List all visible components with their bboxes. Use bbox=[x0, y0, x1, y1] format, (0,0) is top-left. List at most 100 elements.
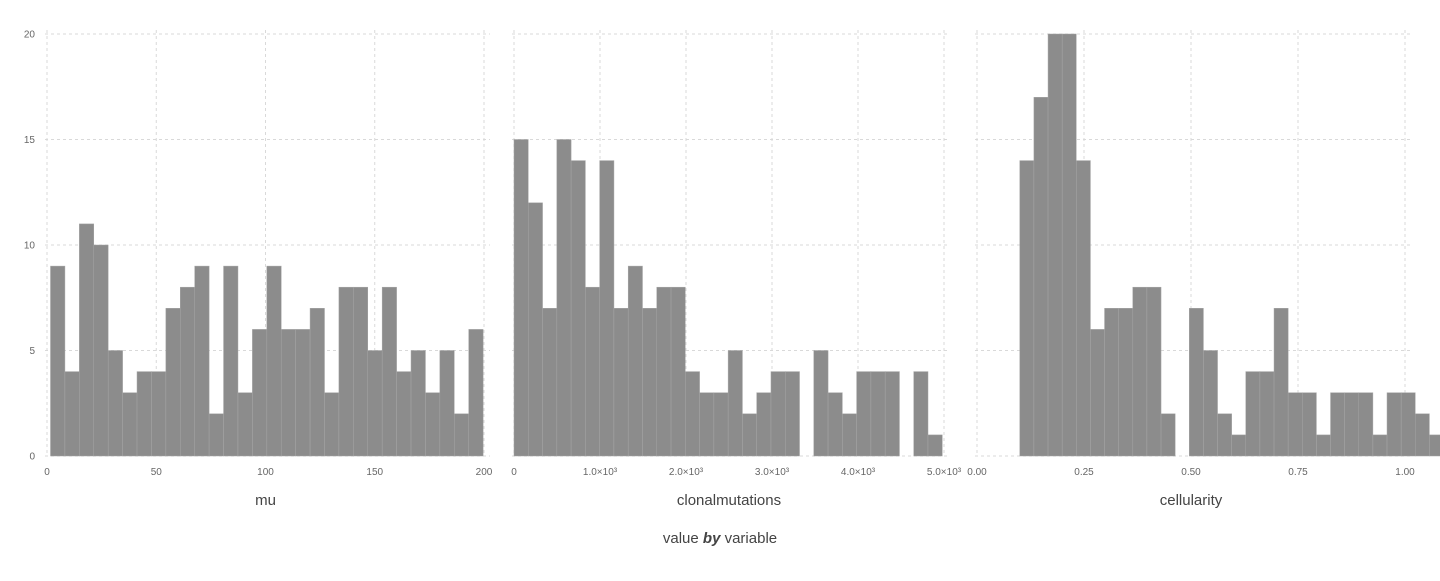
histogram-bar bbox=[280, 329, 296, 457]
histogram-bar bbox=[556, 139, 572, 457]
histogram-bar bbox=[1132, 286, 1148, 457]
histogram-bar bbox=[685, 371, 700, 457]
histogram-bar bbox=[208, 413, 224, 457]
footer-prefix: value bbox=[663, 530, 699, 547]
histogram-bar bbox=[1287, 392, 1303, 457]
x-tick-label: 1.0×10³ bbox=[583, 467, 618, 478]
histogram-bar bbox=[223, 265, 239, 457]
histogram-bar bbox=[79, 223, 95, 457]
histogram-bar bbox=[266, 265, 282, 457]
histogram-bar bbox=[1344, 392, 1360, 457]
x-tick-label: 4.0×10³ bbox=[841, 467, 876, 478]
y-tick-label: 15 bbox=[24, 135, 36, 146]
histogram-bar bbox=[107, 350, 123, 457]
histogram-bar bbox=[1019, 160, 1035, 457]
histogram-bar bbox=[1273, 308, 1289, 457]
histogram-bar bbox=[656, 286, 672, 457]
histogram-bar bbox=[913, 371, 929, 457]
facet-axis-title: mu bbox=[255, 492, 276, 509]
facet-axis-title: clonalmutations bbox=[677, 492, 781, 509]
histogram-bar bbox=[1217, 413, 1232, 457]
histogram-bar bbox=[513, 139, 529, 457]
histogram-bar bbox=[252, 329, 268, 457]
histogram-bar bbox=[528, 202, 543, 457]
histogram-bar bbox=[136, 371, 152, 457]
histogram-bar bbox=[1358, 392, 1374, 457]
histogram-bar bbox=[338, 286, 354, 457]
histogram-bar bbox=[1189, 308, 1204, 457]
histogram-bar bbox=[1146, 286, 1162, 457]
y-tick-label: 0 bbox=[29, 452, 35, 463]
x-tick-label: 100 bbox=[257, 467, 274, 478]
histogram-bar bbox=[585, 286, 600, 457]
histogram-bar bbox=[1245, 371, 1261, 457]
histogram-bar bbox=[1061, 33, 1077, 457]
histogram-bar bbox=[1259, 371, 1275, 457]
histogram-bar bbox=[842, 413, 857, 457]
histogram-bar bbox=[827, 392, 843, 457]
histogram-bar bbox=[570, 160, 586, 457]
x-tick-label: 0.75 bbox=[1288, 467, 1308, 478]
histogram-bar bbox=[856, 371, 872, 457]
x-tick-label: 150 bbox=[366, 467, 383, 478]
x-tick-label: 0 bbox=[511, 467, 517, 478]
histogram-bar bbox=[1047, 33, 1063, 457]
histogram-bar bbox=[713, 392, 729, 457]
x-tick-label: 3.0×10³ bbox=[755, 467, 790, 478]
histogram-bar bbox=[1203, 350, 1218, 457]
histogram-bar bbox=[770, 371, 786, 457]
footer-title: value by variable bbox=[663, 530, 777, 547]
histogram-bar bbox=[642, 308, 658, 457]
histogram-bar bbox=[151, 371, 167, 457]
y-tick-label: 5 bbox=[29, 346, 35, 357]
histogram-bar bbox=[468, 329, 484, 457]
histogram-bar bbox=[670, 286, 686, 457]
histogram-bar bbox=[813, 350, 829, 457]
histogram-bar bbox=[353, 286, 369, 457]
histogram-bar bbox=[1118, 308, 1134, 457]
histogram-bar bbox=[410, 350, 426, 457]
histogram-bar bbox=[454, 413, 469, 457]
histogram-bar bbox=[784, 371, 800, 457]
histogram-bar bbox=[1302, 392, 1317, 457]
histogram-bar bbox=[1033, 97, 1049, 457]
x-tick-label: 0.50 bbox=[1181, 467, 1201, 478]
histogram-bar bbox=[1372, 434, 1388, 457]
histogram-bar bbox=[699, 392, 715, 457]
histogram-bar bbox=[1090, 329, 1105, 457]
histogram-bar bbox=[627, 265, 643, 457]
histogram-bar bbox=[613, 308, 629, 457]
histogram-bar bbox=[927, 434, 943, 457]
histogram-bar bbox=[381, 286, 397, 457]
histogram-bar bbox=[542, 308, 558, 457]
histogram-bar bbox=[1330, 392, 1345, 457]
histogram-bar bbox=[742, 413, 757, 457]
histogram-bar bbox=[180, 286, 195, 457]
histogram-bar bbox=[1400, 392, 1416, 457]
histogram-bar bbox=[295, 329, 311, 457]
histogram-bar bbox=[1104, 308, 1119, 457]
histogram-bar bbox=[1076, 160, 1091, 457]
x-tick-label: 5.0×10³ bbox=[927, 467, 962, 478]
x-tick-label: 2.0×10³ bbox=[669, 467, 704, 478]
histogram-bar bbox=[439, 350, 455, 457]
y-tick-label: 20 bbox=[24, 30, 36, 41]
histogram-bar bbox=[396, 371, 412, 457]
x-tick-label: 200 bbox=[476, 467, 493, 478]
histogram-bar bbox=[194, 265, 210, 457]
facet-panel-clonalmutations: 0 1.0×10³ 2.0×10³ 3.0×10³ 4.0×10³ 5.0×10³ clon… bbox=[511, 30, 962, 509]
footer-suffix: variable bbox=[725, 530, 778, 547]
footer-by: by bbox=[703, 530, 721, 547]
histogram-bar bbox=[1429, 434, 1440, 457]
histogram-bar bbox=[1160, 413, 1176, 457]
histogram-bar bbox=[599, 160, 615, 457]
x-tick-label: 0 bbox=[44, 467, 50, 478]
histogram-bar bbox=[122, 392, 138, 457]
histogram-bar bbox=[1316, 434, 1331, 457]
x-tick-label: 1.00 bbox=[1395, 467, 1415, 478]
histogram-bar bbox=[756, 392, 772, 457]
histogram-bar bbox=[165, 308, 181, 457]
histogram-bar bbox=[1415, 413, 1430, 457]
